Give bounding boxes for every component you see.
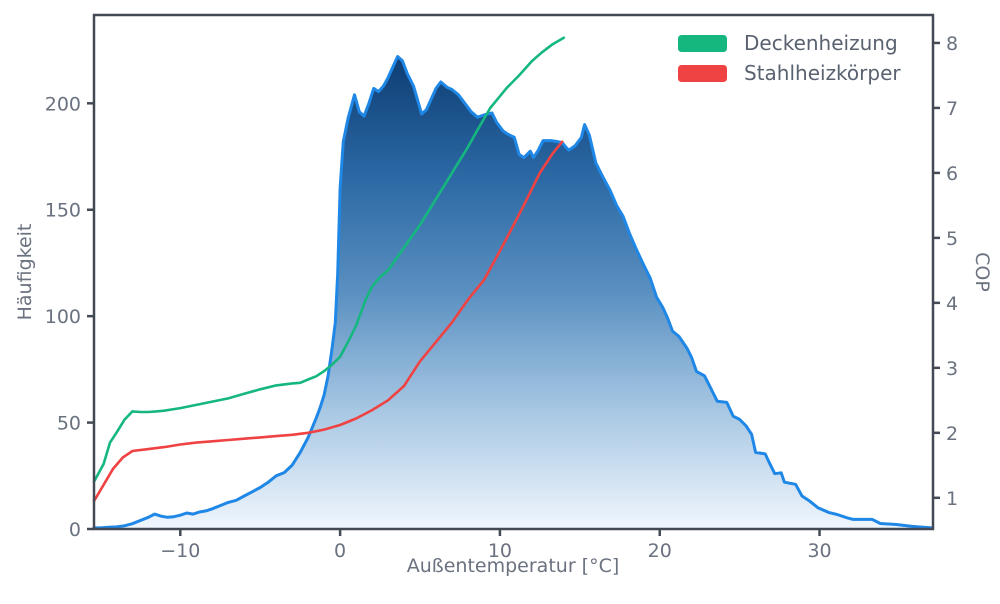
y-axis-right-ticks: 1 2 3 4 5 6 7 8 <box>933 33 958 510</box>
legend-swatch-deckenheizung <box>678 35 727 52</box>
y-right-tick-label: 7 <box>946 98 958 120</box>
histogram-outline <box>92 55 934 530</box>
legend: Deckenheizung Stahlheizkörper <box>678 31 901 85</box>
y-left-tick-label: 100 <box>45 306 81 328</box>
plot-border <box>92 13 935 531</box>
x-tick-label: −10 <box>160 540 200 562</box>
y-left-tick-label: 50 <box>57 413 81 435</box>
series-line-stahlheizkörper <box>92 140 564 503</box>
legend-label-deckenheizung: Deckenheizung <box>744 31 898 55</box>
y-right-tick-label: 3 <box>946 358 958 380</box>
y-axis-left-ticks: 0 50 100 150 200 <box>45 93 94 541</box>
y-axis-left-label: Häufigkeit <box>14 224 36 321</box>
legend-label-stahlheizkoerper: Stahlheizkörper <box>744 61 901 85</box>
legend-swatch-stahlheizkoerper <box>678 65 727 82</box>
x-axis-ticks: −10 0 10 20 30 <box>160 529 832 562</box>
y-axis-right-label: COP <box>971 252 993 292</box>
histogram-fill <box>94 56 933 529</box>
x-tick-label: 10 <box>488 540 512 562</box>
y-right-tick-label: 8 <box>946 33 958 55</box>
y-right-tick-label: 1 <box>946 488 958 510</box>
y-right-tick-label: 4 <box>946 293 958 315</box>
temperature-histogram-area <box>92 55 934 530</box>
series-line-deckenheizung <box>92 36 566 483</box>
y-left-tick-label: 0 <box>69 519 81 541</box>
y-left-tick-label: 150 <box>45 200 81 222</box>
y-right-tick-label: 2 <box>946 423 958 445</box>
y-left-tick-label: 200 <box>45 93 81 115</box>
cop-line-series <box>92 36 566 503</box>
x-tick-label: 0 <box>334 540 346 562</box>
x-axis-label: Außentemperatur [°C] <box>407 555 620 577</box>
x-tick-label: 30 <box>807 540 831 562</box>
y-right-tick-label: 6 <box>946 163 958 185</box>
y-right-tick-label: 5 <box>946 228 958 250</box>
x-tick-label: 20 <box>648 540 672 562</box>
